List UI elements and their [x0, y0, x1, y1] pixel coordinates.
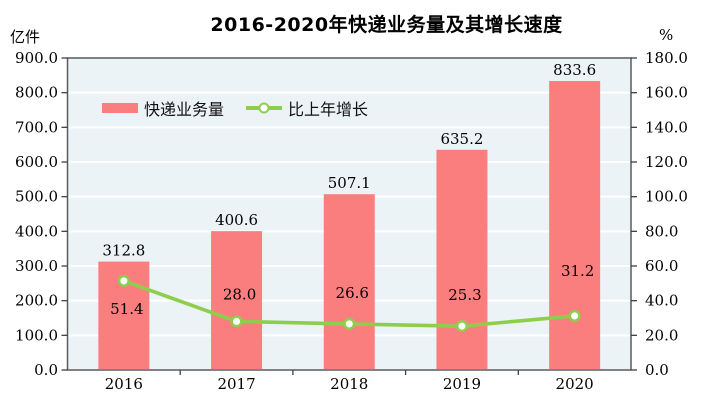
right-axis-tick-label: 80.0 — [645, 222, 678, 240]
bar-2019 — [436, 149, 488, 369]
right-axis-tick-label: 160.0 — [645, 84, 688, 102]
legend: 快递业务量 比上年增长 — [102, 97, 368, 119]
bar-value-label: 833.6 — [553, 61, 596, 79]
left-axis-unit: 亿件 — [10, 28, 41, 46]
left-axis-tick-label: 100.0 — [15, 326, 58, 344]
line-value-label: 25.3 — [448, 286, 481, 304]
left-axis-tick-label: 300.0 — [15, 257, 58, 275]
left-axis-tick-label: 700.0 — [15, 118, 58, 136]
legend-line-label: 比上年增长 — [288, 100, 369, 119]
left-axis-tick-label: 0.0 — [34, 361, 58, 379]
legend-bar-label: 快递业务量 — [144, 100, 225, 119]
left-axis-tick-label: 400.0 — [15, 222, 58, 240]
line-value-label: 26.6 — [336, 284, 369, 302]
right-axis-tick-label: 100.0 — [645, 188, 688, 206]
line-value-label: 51.4 — [110, 300, 143, 318]
right-axis-tick-label: 40.0 — [645, 292, 678, 310]
right-axis-unit: % — [659, 26, 674, 44]
line-value-label: 31.2 — [561, 262, 594, 280]
line-point-2020 — [568, 309, 581, 322]
bar-2020 — [549, 81, 601, 369]
chart-title: 2016-2020年快递业务量及其增长速度 — [210, 14, 563, 36]
bar-value-label: 507.1 — [328, 174, 371, 192]
x-axis-category-label: 2016 — [105, 375, 143, 393]
left-axis-tick-label: 200.0 — [15, 292, 58, 310]
x-axis-category-label: 2020 — [556, 375, 594, 393]
bar-value-label: 635.2 — [440, 130, 483, 148]
line-point-2017 — [230, 315, 243, 328]
bar-value-label: 400.6 — [215, 211, 258, 229]
line-point-2018 — [343, 317, 356, 330]
x-axis-category-label: 2017 — [217, 375, 255, 393]
right-axis-tick-label: 60.0 — [645, 257, 678, 275]
x-axis-category-label: 2019 — [443, 375, 481, 393]
left-axis-tick-label: 900.0 — [15, 49, 58, 67]
bar-2017 — [211, 231, 263, 369]
line-point-2019 — [455, 320, 469, 333]
right-axis-tick-label: 20.0 — [645, 326, 678, 344]
legend-line-marker-icon — [258, 102, 270, 114]
bar-2018 — [323, 194, 375, 369]
right-axis-tick-label: 0.0 — [645, 361, 669, 379]
line-value-label: 28.0 — [223, 285, 256, 303]
right-axis-tick-label: 180.0 — [645, 49, 688, 67]
right-axis-tick-label: 140.0 — [645, 118, 688, 136]
legend-bar-swatch — [102, 103, 138, 113]
line-point-2016 — [117, 274, 130, 287]
left-axis-tick-label: 600.0 — [15, 153, 58, 171]
bar-value-label: 312.8 — [102, 242, 145, 260]
left-axis-tick-label: 800.0 — [15, 84, 58, 102]
left-axis-tick-label: 500.0 — [15, 188, 58, 206]
right-axis-tick-label: 120.0 — [645, 153, 688, 171]
x-axis-category-label: 2018 — [330, 375, 368, 393]
legend-line-swatch — [246, 102, 283, 114]
